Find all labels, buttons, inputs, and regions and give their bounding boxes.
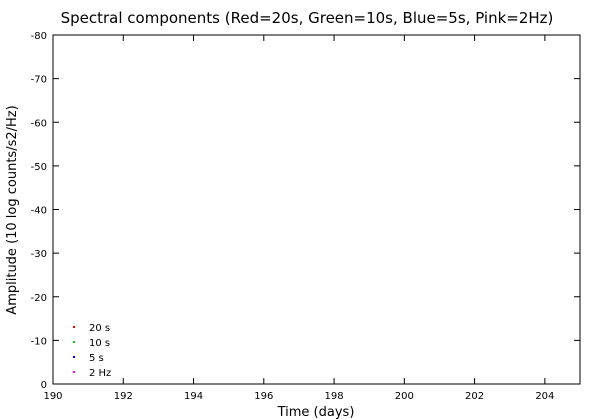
x-tick-label: 200 — [395, 391, 414, 402]
legend-label: 20 s — [89, 323, 110, 334]
y-tick-label: -10 — [31, 336, 47, 347]
legend-label: 5 s — [89, 353, 104, 364]
chart-title: Spectral components (Red=20s, Green=10s,… — [61, 9, 554, 27]
y-tick-label: -20 — [31, 293, 47, 304]
y-tick-label: -70 — [31, 75, 47, 86]
x-tick-label: 204 — [535, 391, 554, 402]
legend-marker — [73, 356, 75, 358]
x-tick-label: 190 — [43, 391, 62, 402]
y-axis: -80 -70 -60 -50 -40 -30 -20 -10 0 — [31, 31, 580, 391]
plot-frame — [52, 34, 581, 385]
y-tick-label: -80 — [31, 31, 47, 42]
y-axis-label: Amplitude (10 log counts/s2/Hz) — [5, 105, 20, 314]
legend-label: 10 s — [89, 338, 110, 349]
legend: 20 s 10 s 5 s 2 Hz — [73, 323, 111, 379]
x-tick-label: 194 — [184, 391, 203, 402]
legend-marker — [73, 371, 75, 373]
x-tick-label: 202 — [465, 391, 484, 402]
legend-label: 2 Hz — [89, 368, 111, 379]
x-axis: 190 192 194 196 198 200 202 204 — [43, 35, 554, 402]
x-tick-label: 196 — [254, 391, 273, 402]
y-tick-label: -30 — [31, 249, 47, 260]
legend-marker — [73, 326, 75, 328]
y-tick-label: -50 — [31, 162, 47, 173]
x-axis-label: Time (days) — [277, 405, 355, 420]
x-tick-label: 192 — [114, 391, 133, 402]
x-tick-label: 198 — [325, 391, 344, 402]
y-tick-label: -40 — [31, 206, 47, 217]
legend-marker — [73, 341, 75, 343]
y-tick-label: -60 — [31, 118, 47, 129]
y-tick-label: 0 — [41, 380, 47, 391]
